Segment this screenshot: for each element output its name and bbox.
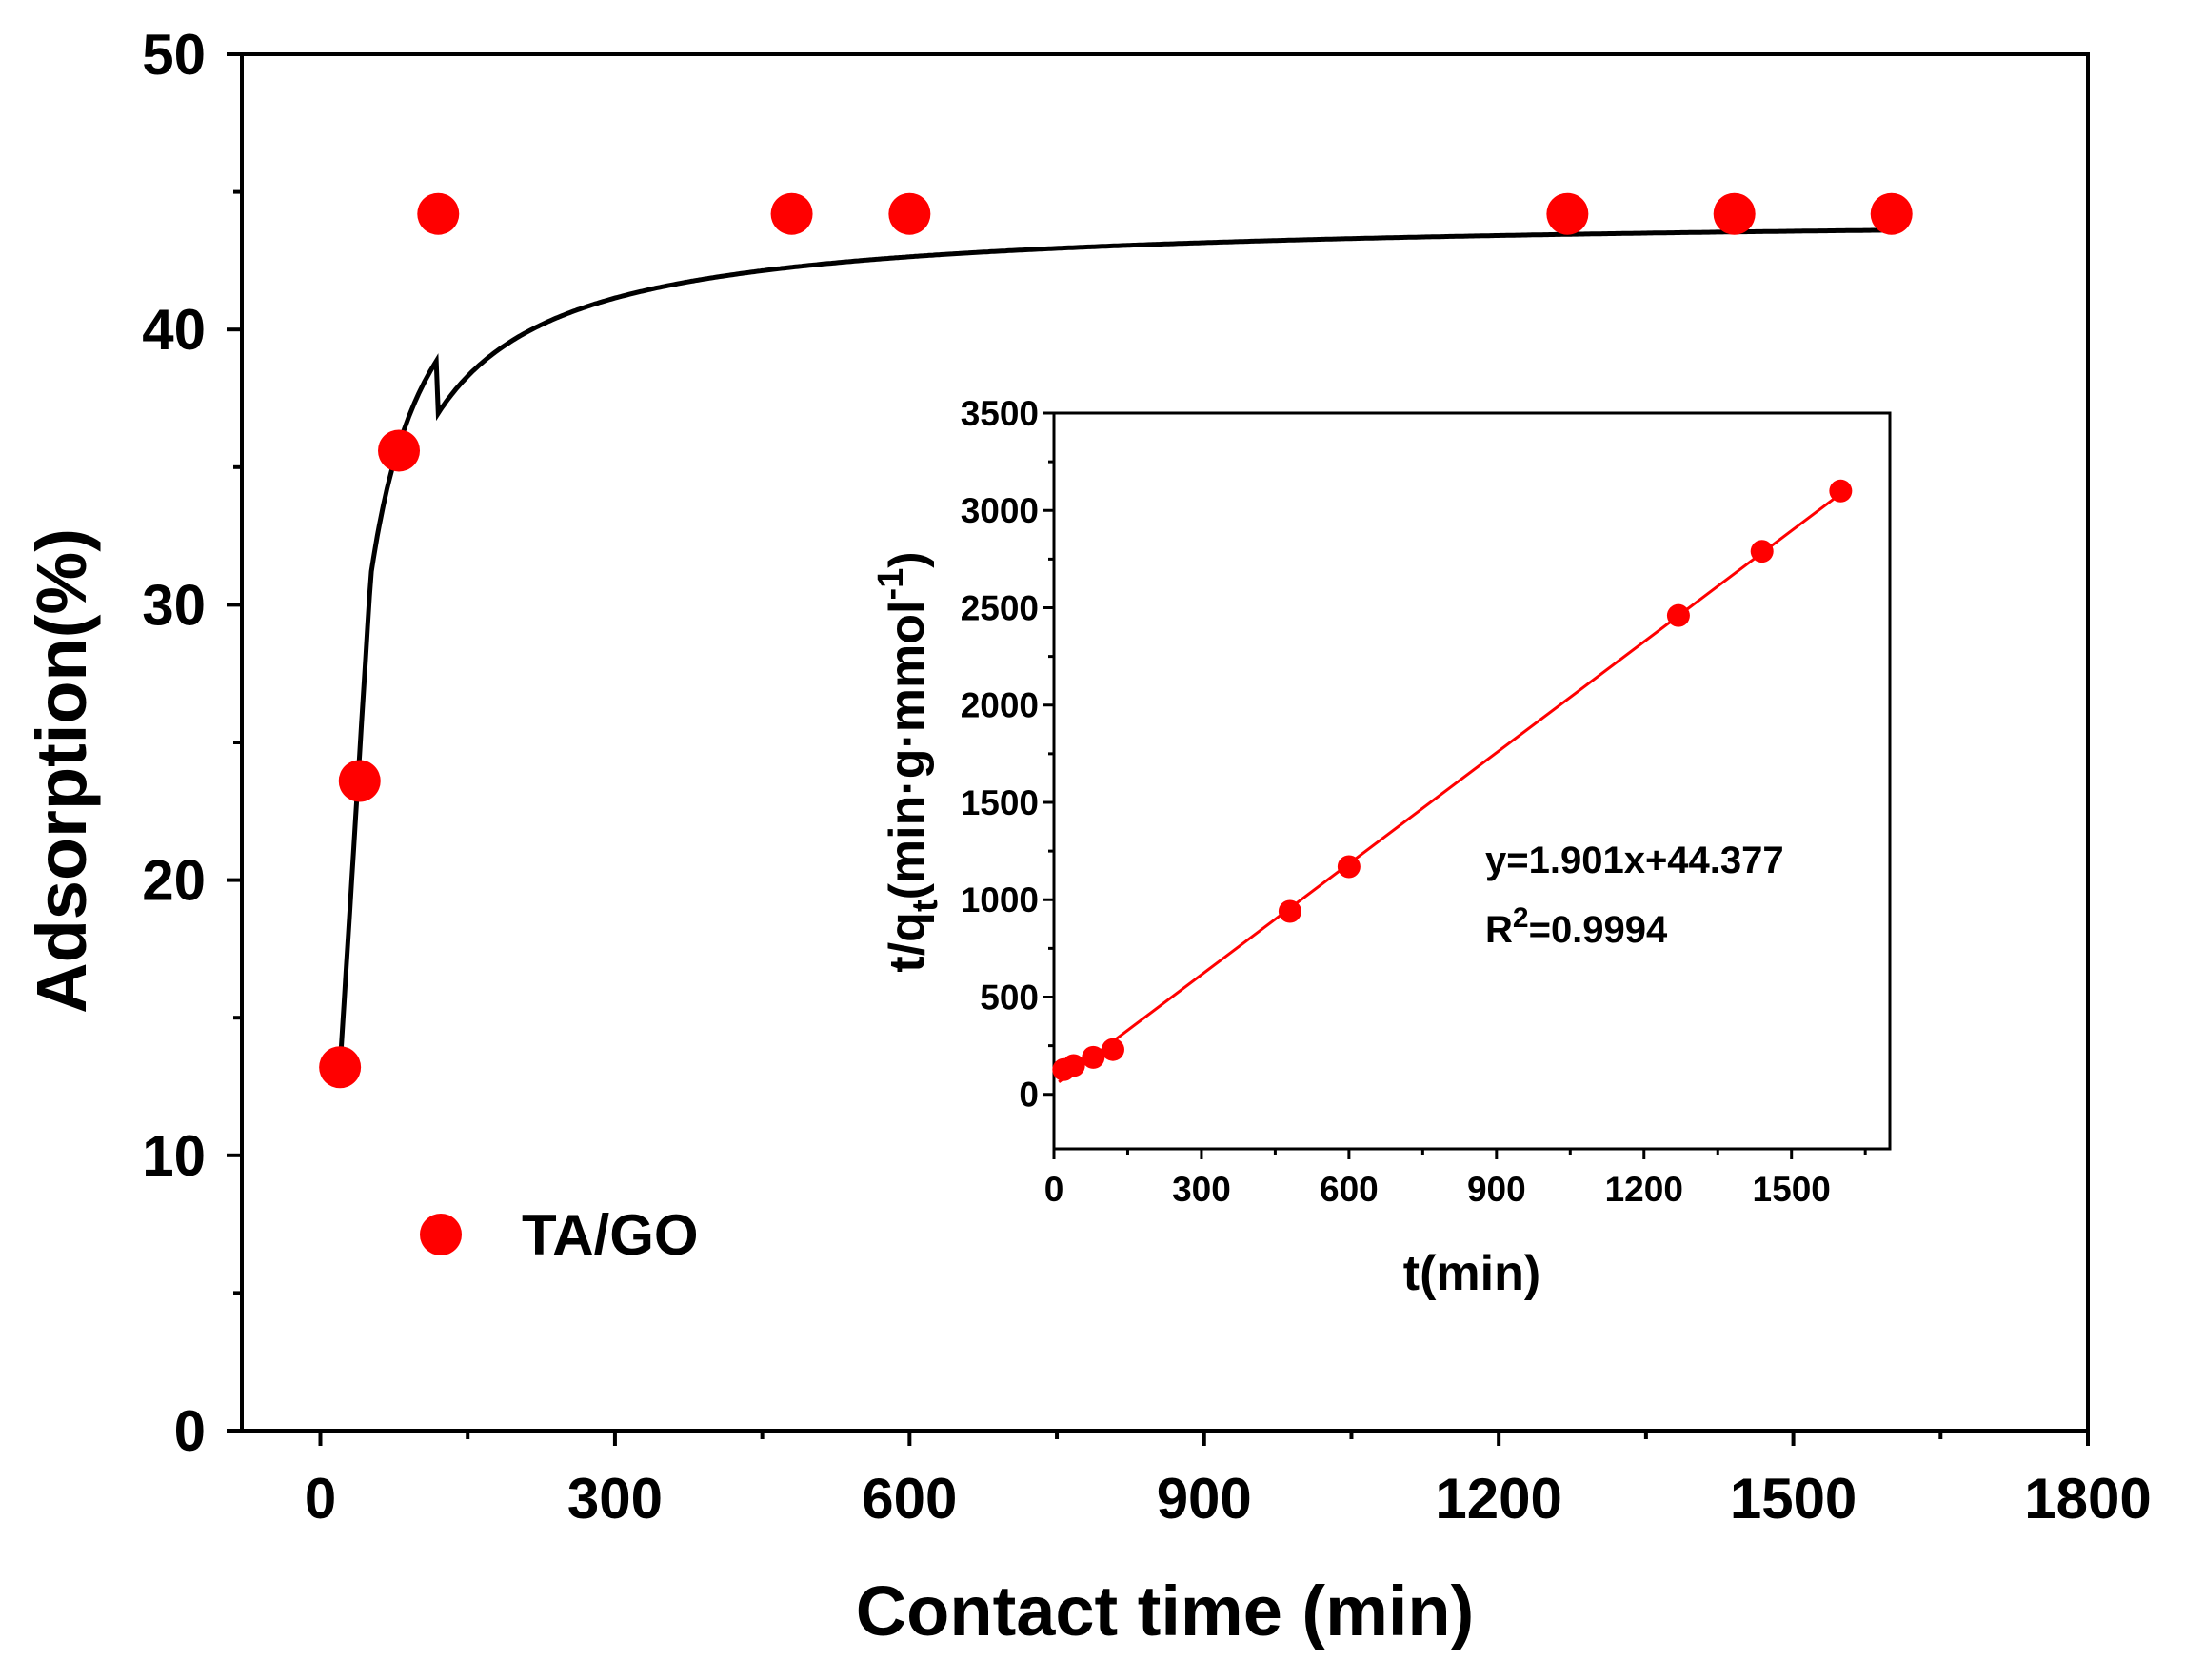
main-y-tick-label: 30 xyxy=(142,573,206,637)
inset-fit-line xyxy=(1058,492,1842,1083)
inset-y-tick-label: 2500 xyxy=(961,588,1039,627)
main-x-tick-labels: 0 300 600 900 1200 1500 1800 xyxy=(305,1467,2152,1531)
inset-y-tick-label: 1000 xyxy=(961,880,1039,919)
inset-data-point xyxy=(1666,603,1690,627)
main-data-point xyxy=(338,760,381,802)
inset-y-tick-label: 500 xyxy=(980,978,1039,1017)
main-x-tick-label: 1500 xyxy=(1730,1467,1857,1531)
main-y-tick-label: 10 xyxy=(142,1124,206,1188)
main-x-tick-label: 600 xyxy=(862,1467,957,1531)
inset-plot: 0 300 600 900 1200 1500 0 500 1000 1500 2000 2500 3… xyxy=(871,394,1892,1301)
main-data-point xyxy=(1870,192,1913,235)
inset-y-title-part3: ) xyxy=(880,551,935,567)
main-data-point xyxy=(1713,192,1756,235)
inset-y-tick-label: 3500 xyxy=(961,394,1039,433)
inset-axis-ticks xyxy=(1043,411,1867,1159)
main-data-point xyxy=(770,192,813,235)
main-x-tick-label: 1800 xyxy=(2024,1467,2151,1531)
main-y-tick-label: 40 xyxy=(142,298,206,362)
main-x-tick-label: 0 xyxy=(305,1467,336,1531)
inset-y-title-sub: t xyxy=(905,899,945,912)
main-y-tick-labels: 0 10 20 30 40 50 xyxy=(142,23,206,1463)
main-x-axis-title: Contact time (min) xyxy=(856,1571,1475,1650)
r2-superscript: 2 xyxy=(1513,902,1529,934)
fit-r-squared: R2=0.9994 xyxy=(1485,902,1668,951)
main-axis-ticks xyxy=(227,52,2090,1446)
inset-x-axis-title: t(min) xyxy=(1403,1246,1540,1301)
inset-plot-frame xyxy=(1052,411,1892,1151)
main-x-tick-label: 300 xyxy=(567,1467,663,1531)
inset-y-tick-label: 1500 xyxy=(961,783,1039,822)
main-y-tick-label: 50 xyxy=(142,23,206,87)
main-data-point xyxy=(319,1046,362,1089)
main-fit-curve xyxy=(337,227,1892,1068)
inset-x-tick-label: 0 xyxy=(1044,1170,1064,1209)
inset-data-points xyxy=(1052,479,1853,1081)
main-data-point xyxy=(1546,192,1589,235)
legend: TA/GO xyxy=(420,1203,699,1267)
main-y-tick-label: 20 xyxy=(142,849,206,913)
inset-y-title-part2: (min·g·mmol xyxy=(880,601,935,900)
inset-x-tick-label: 600 xyxy=(1320,1170,1379,1209)
inset-y-tick-label: 2000 xyxy=(961,686,1039,725)
inset-background xyxy=(1054,413,1890,1149)
inset-y-tick-labels: 0 500 1000 1500 2000 2500 3000 3500 xyxy=(961,394,1039,1115)
inset-y-tick-label: 3000 xyxy=(961,491,1039,530)
inset-y-title-sup: -1 xyxy=(871,568,911,601)
main-x-tick-label: 1200 xyxy=(1435,1467,1561,1531)
main-data-point xyxy=(378,429,421,472)
inset-y-tick-label: 0 xyxy=(1019,1076,1039,1115)
inset-data-point xyxy=(1278,899,1301,923)
r2-value: =0.9994 xyxy=(1529,909,1668,951)
inset-x-tick-label: 300 xyxy=(1172,1170,1231,1209)
inset-y-title-part1: t/q xyxy=(880,912,935,973)
inset-x-tick-label: 1500 xyxy=(1753,1170,1831,1209)
legend-marker xyxy=(420,1214,462,1255)
main-y-tick-label: 0 xyxy=(174,1399,206,1463)
main-x-tick-label: 900 xyxy=(1157,1467,1252,1531)
r2-prefix: R xyxy=(1485,909,1513,951)
inset-x-tick-labels: 0 300 600 900 1200 1500 xyxy=(1044,1170,1831,1209)
inset-data-point xyxy=(1337,855,1361,879)
inset-data-point xyxy=(1082,1045,1105,1069)
inset-y-axis-title: t/qt(min·g·mmol-1) xyxy=(871,551,945,972)
fit-equation: y=1.901x+44.377 xyxy=(1485,840,1784,881)
main-data-points xyxy=(319,192,1913,1089)
inset-x-tick-label: 1200 xyxy=(1605,1170,1683,1209)
main-y-axis-title: Adsorption(%) xyxy=(22,528,101,1014)
main-data-point xyxy=(888,192,931,235)
inset-data-point xyxy=(1062,1054,1085,1077)
inset-data-point xyxy=(1750,540,1774,563)
inset-data-point xyxy=(1829,479,1853,503)
inset-x-tick-label: 900 xyxy=(1467,1170,1526,1209)
legend-label: TA/GO xyxy=(522,1203,699,1267)
inset-data-point xyxy=(1101,1038,1124,1061)
main-data-point xyxy=(417,192,460,235)
